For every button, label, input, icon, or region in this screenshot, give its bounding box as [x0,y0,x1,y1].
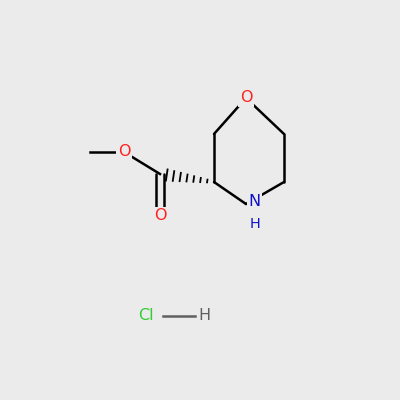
Text: Cl: Cl [138,308,154,324]
Text: H: H [250,217,260,231]
Text: H: H [198,308,210,324]
Text: O: O [240,90,252,106]
Text: O: O [154,208,166,224]
Text: O: O [118,144,130,160]
Text: N: N [249,194,261,210]
